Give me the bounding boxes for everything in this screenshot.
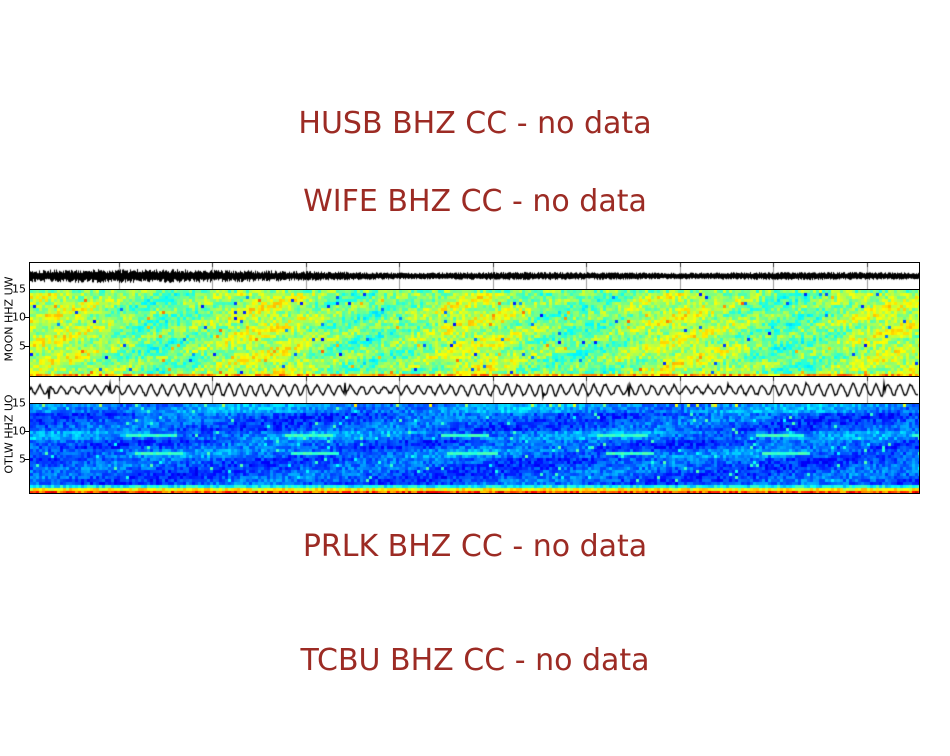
trace-panel-moon (29, 262, 920, 290)
ytick-label-otlw-10: 10 (12, 424, 26, 438)
moon-spectrogram-canvas (30, 290, 919, 376)
otlw-seismogram-canvas (30, 377, 919, 403)
trace-panel-otlw (29, 376, 920, 404)
ytick-label-moon-15: 15 (12, 282, 26, 296)
y-tickmark (25, 346, 29, 347)
ytick-label-moon-10: 10 (12, 310, 26, 324)
spectrogram-panel-otlw (29, 403, 920, 494)
ytick-label-otlw-15: 15 (12, 396, 26, 410)
y-tickmark (25, 459, 29, 460)
y-tickmark (25, 317, 29, 318)
ytick-label-otlw-5: 5 (19, 452, 26, 466)
y-tickmark (25, 431, 29, 432)
no-data-title-wife: WIFE BHZ CC - no data (303, 184, 647, 219)
spectrogram-panel-moon (29, 289, 920, 377)
otlw-spectrogram-canvas (30, 404, 919, 493)
no-data-title-husb: HUSB BHZ CC - no data (298, 106, 652, 141)
plot-area (29, 262, 920, 494)
moon-seismogram-canvas (30, 263, 919, 289)
no-data-title-prlk: PRLK BHZ CC - no data (302, 529, 648, 564)
ytick-label-moon-5: 5 (19, 339, 26, 353)
no-data-title-tcbu: TCBU BHZ CC - no data (300, 643, 650, 678)
